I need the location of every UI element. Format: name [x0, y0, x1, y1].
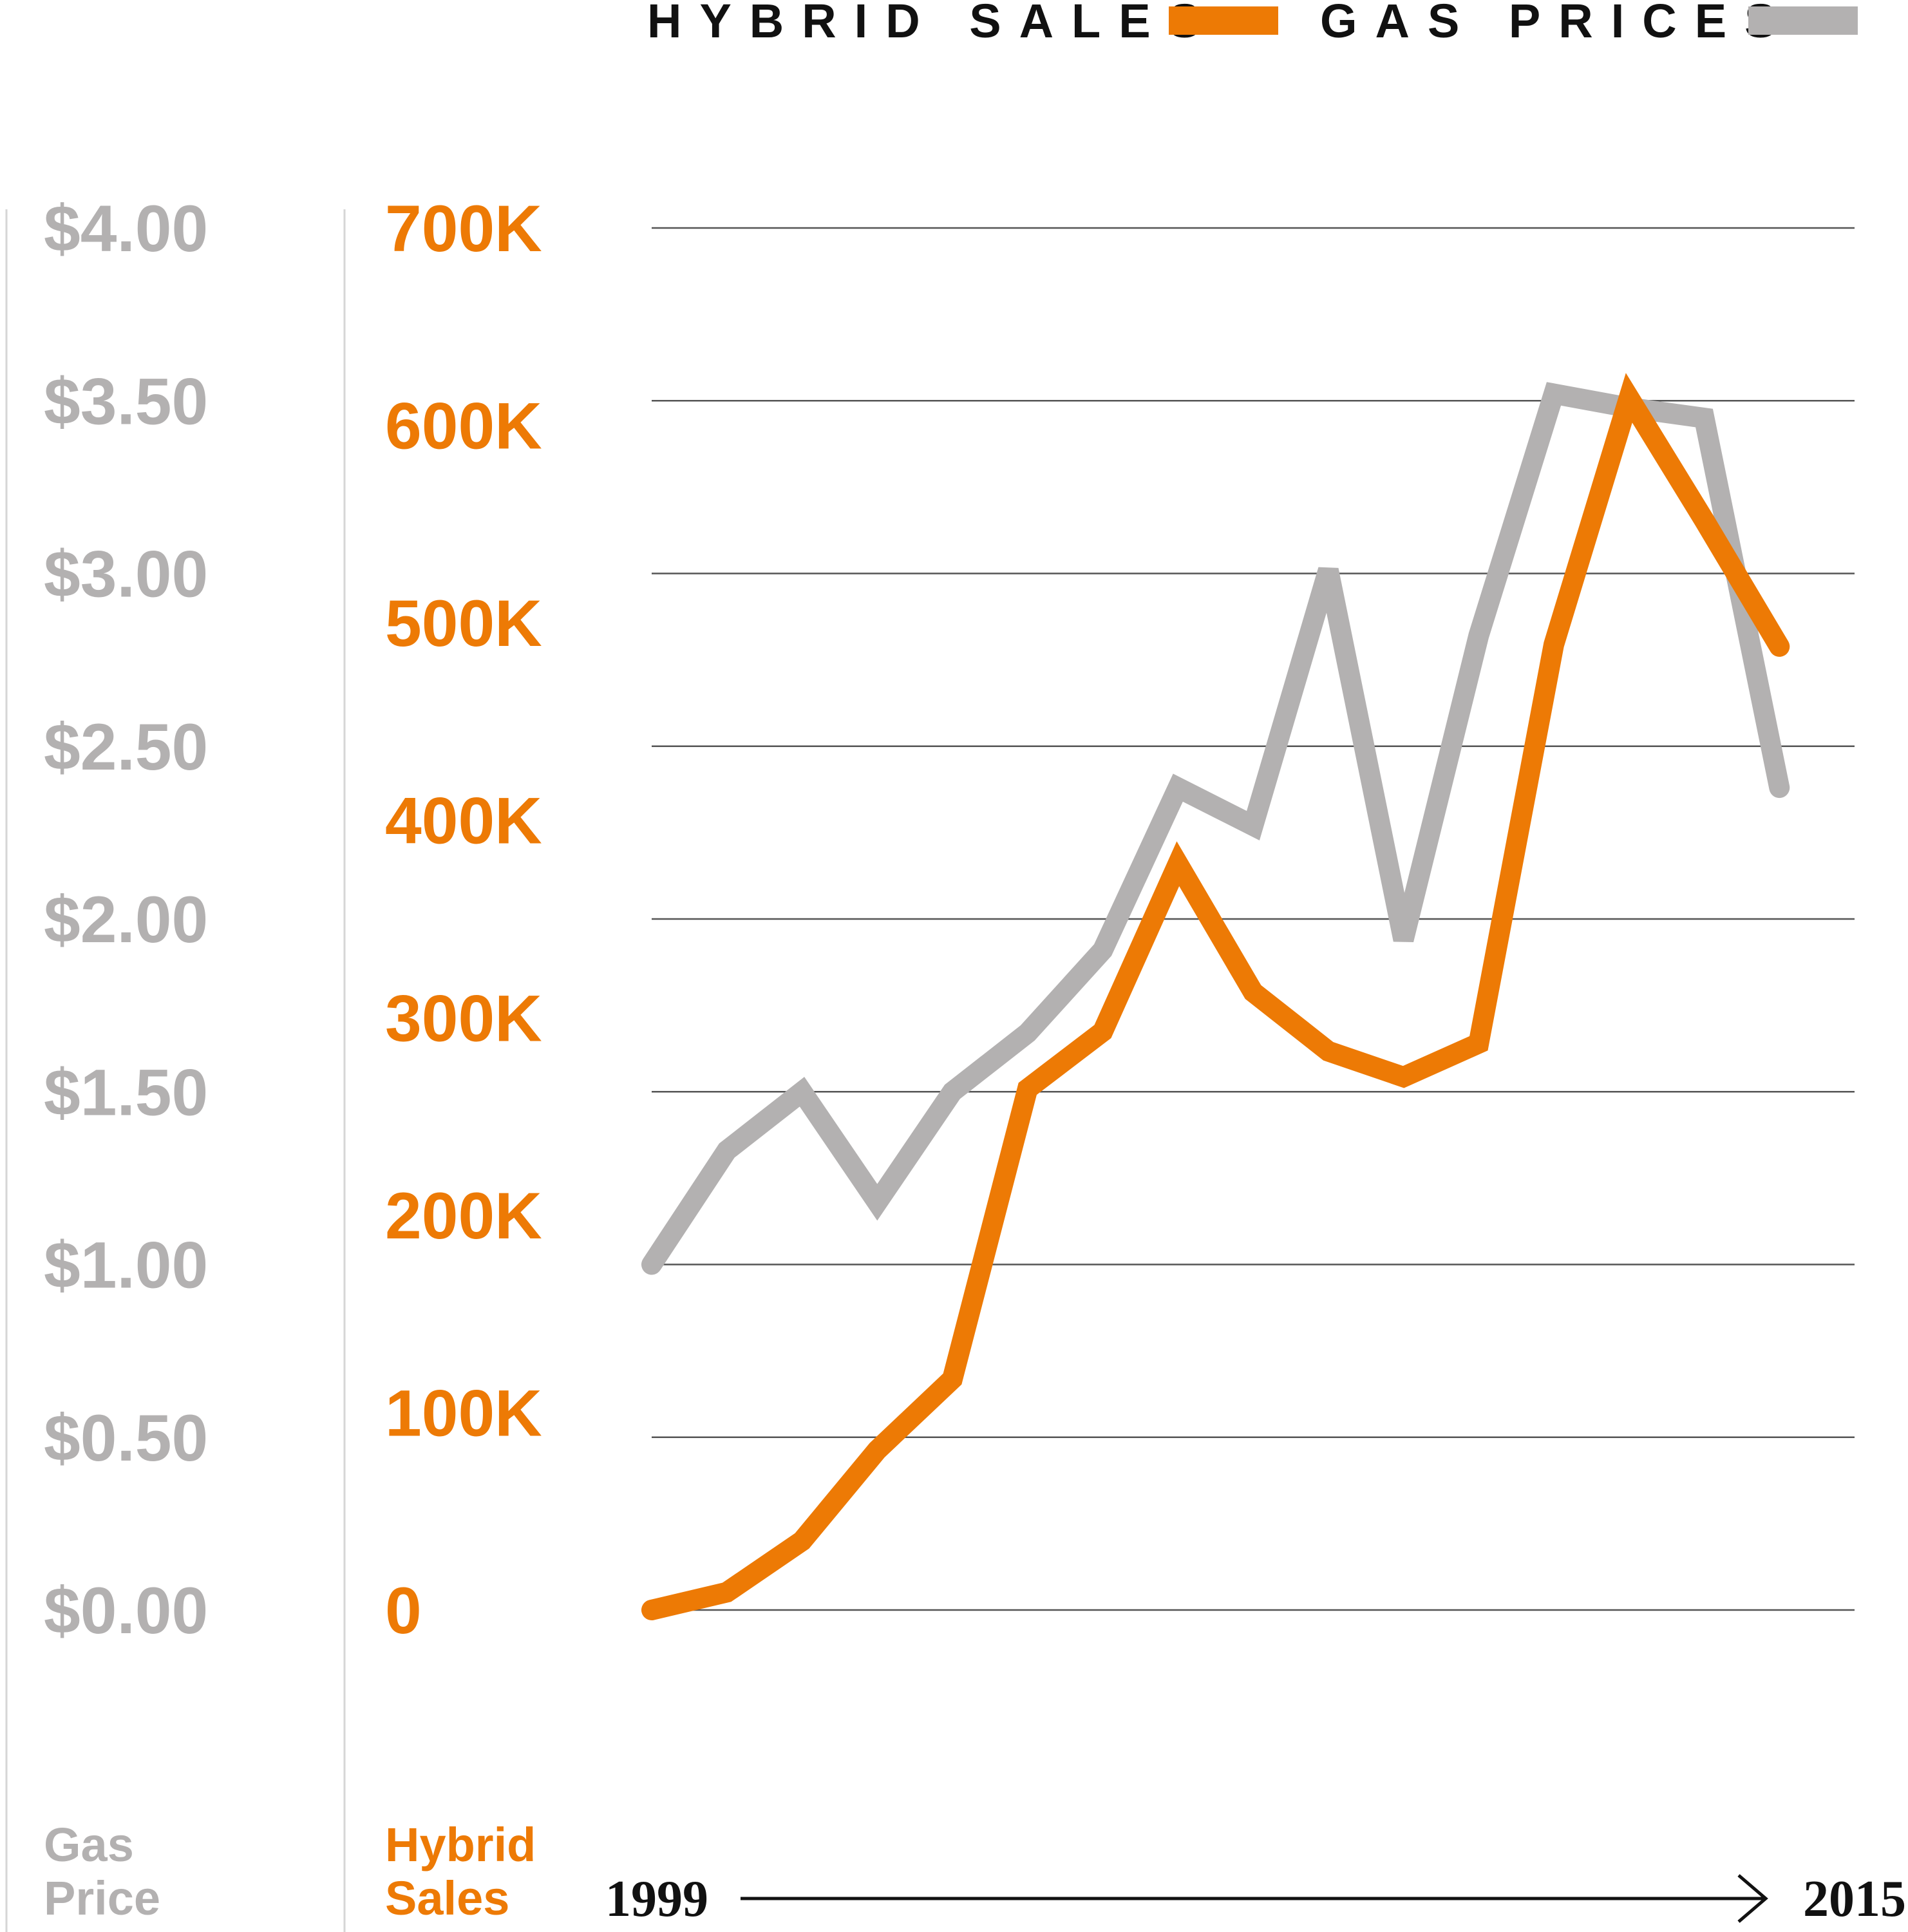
gas-price-ticks: $4.00 $3.50 $3.00 $2.50 $2.00 $1.50 $1.00 $0.50… [44, 192, 208, 1647]
legend: HYBRID SALES GAS PRICES [647, 0, 1858, 48]
hybrid-sales-tick-label: 100K [385, 1376, 542, 1450]
gas-price-line [641, 382, 1790, 1275]
legend-gas-swatch [1748, 6, 1858, 35]
hybrid-sales-tick-label: 500K [385, 587, 542, 660]
legend-hybrid-swatch [1169, 6, 1278, 35]
gas-price-tick-label: $0.50 [44, 1401, 208, 1475]
legend-hybrid-label: HYBRID SALES [647, 0, 1218, 48]
gas-price-tick-label: $1.00 [44, 1229, 208, 1302]
hybrid-sales-ticks: 700K 600K 500K 400K 300K 200K 100K 0 [385, 192, 542, 1647]
hybrid-axis-title-line1: Hybrid [385, 1818, 536, 1871]
gridlines [652, 227, 1855, 1611]
hybrid-sales-tick-label: 200K [385, 1179, 542, 1253]
gas-price-tick-label: $3.00 [44, 538, 208, 611]
gas-price-tick-label: $3.50 [44, 365, 208, 438]
gas-axis-title-line1: Gas [44, 1818, 134, 1871]
timeline-arrow-head [1737, 1874, 1768, 1923]
year-end-label: 2015 [1803, 1871, 1906, 1927]
gas-price-tick-label: $1.50 [44, 1056, 208, 1129]
hybrid-axis-title-line2: Sales [385, 1871, 509, 1925]
hybrid-sales-tick-label: 600K [385, 390, 542, 463]
hybrid-sales-tick-label: 700K [385, 192, 542, 265]
series-lines [641, 373, 1790, 1620]
gas-price-tick-label: $0.00 [44, 1574, 208, 1647]
gas-price-tick-label: $2.00 [44, 883, 208, 956]
year-start-label: 1999 [605, 1871, 708, 1927]
gas-axis-title-line2: Price [44, 1871, 160, 1925]
hybrid-sales-tick-label: 300K [385, 981, 542, 1055]
hybrid-sales-tick-label: 400K [385, 784, 542, 858]
gas-price-tick-label: $2.50 [44, 710, 208, 784]
hybrid-sales-tick-label: 0 [385, 1574, 422, 1647]
legend-gas-label: GAS PRICES [1320, 0, 1794, 48]
gas-price-tick-label: $4.00 [44, 192, 208, 265]
hybrid-sales-line [641, 373, 1790, 1620]
